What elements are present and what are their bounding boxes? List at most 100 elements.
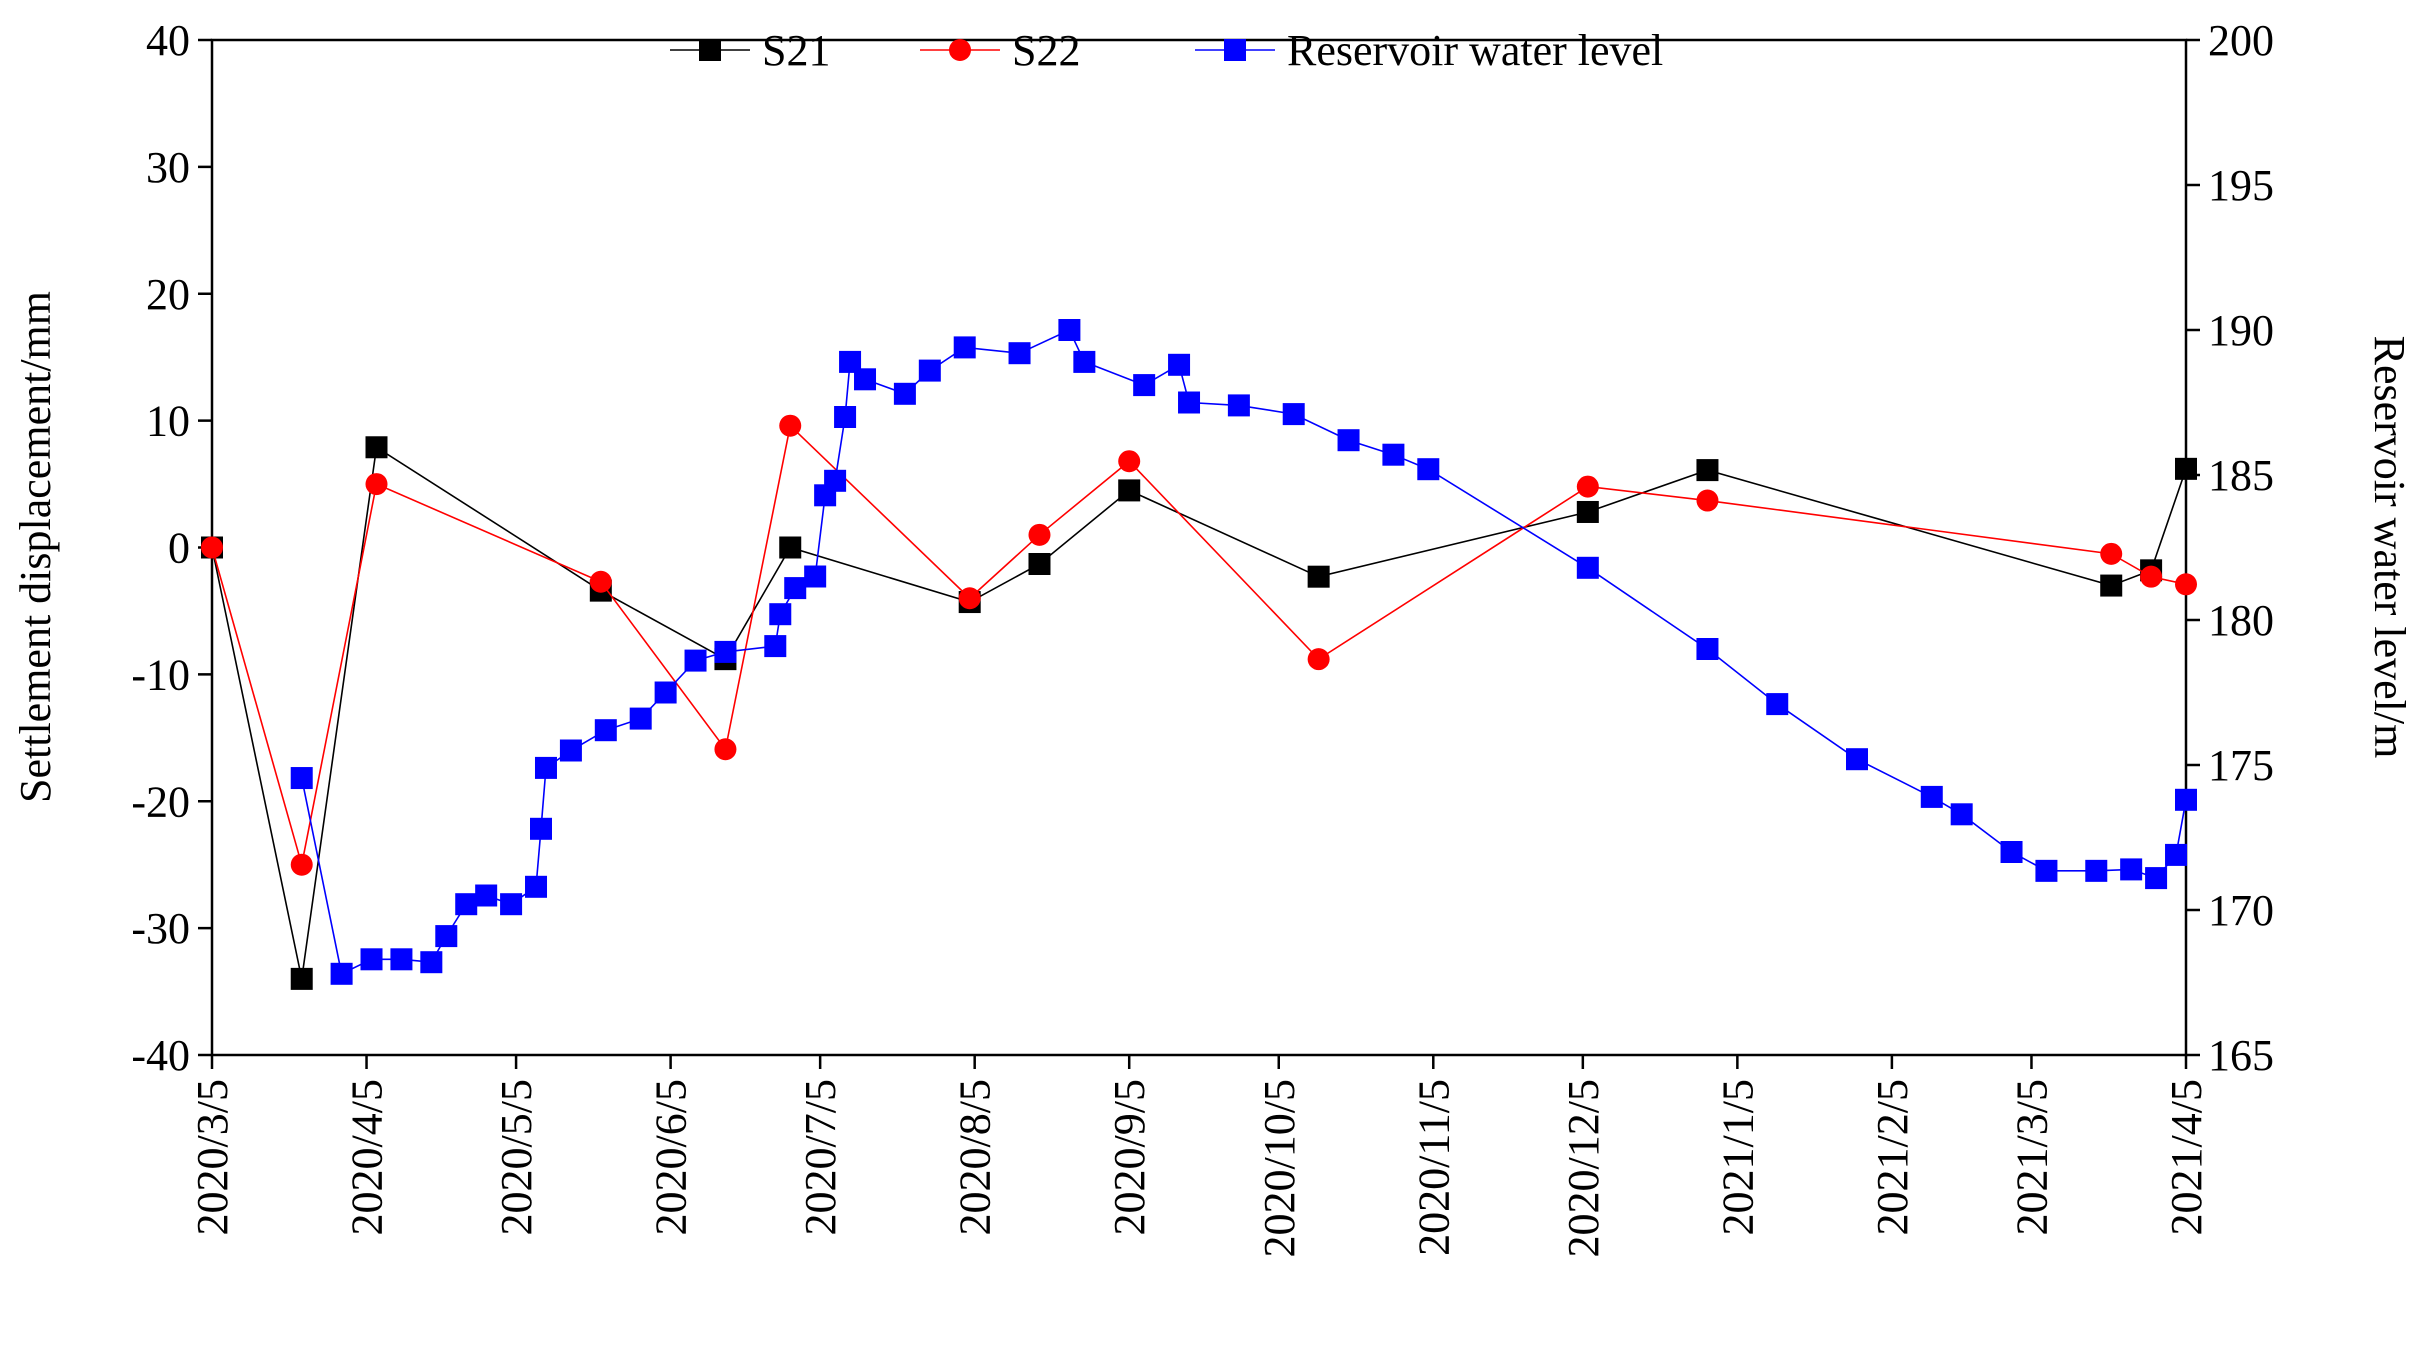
marker <box>2145 867 2168 890</box>
x-tick-label: 2020/7/5 <box>796 1079 845 1235</box>
marker <box>1576 500 1599 523</box>
x-tick-label: 2020/4/5 <box>343 1079 392 1235</box>
marker <box>365 473 388 496</box>
marker <box>1417 458 1440 481</box>
marker <box>784 577 807 600</box>
series-line <box>211 424 2187 865</box>
marker <box>629 707 652 730</box>
marker <box>1696 459 1719 482</box>
marker <box>2175 788 2197 811</box>
y-tick-label: -30 <box>131 904 190 953</box>
marker <box>769 603 792 626</box>
y-tick-label: -10 <box>131 650 190 699</box>
marker <box>1133 374 1156 397</box>
marker <box>779 536 802 559</box>
marker <box>1846 748 1868 771</box>
marker <box>1073 350 1096 373</box>
x-tick-label: 2021/3/5 <box>2007 1079 2056 1235</box>
marker <box>1696 638 1719 660</box>
marker <box>530 817 552 840</box>
marker <box>2175 457 2197 480</box>
marker <box>360 948 383 971</box>
marker <box>1920 785 1943 808</box>
marker <box>1576 475 1599 498</box>
marker <box>893 382 916 405</box>
marker <box>1168 353 1191 376</box>
y-tick-label: 0 <box>168 524 190 573</box>
marker <box>201 536 223 559</box>
marker <box>365 436 388 459</box>
series <box>201 414 2197 876</box>
marker <box>2140 565 2163 588</box>
y-tick-label: 10 <box>146 397 190 446</box>
marker <box>589 570 612 593</box>
marker <box>779 414 802 437</box>
marker <box>1307 648 1330 671</box>
marker <box>534 756 557 779</box>
y-tick-label: -40 <box>131 1031 190 1080</box>
marker <box>1028 523 1051 546</box>
legend-label: S22 <box>1012 26 1080 75</box>
series-line <box>300 328 2187 975</box>
y2-tick-label: 175 <box>2208 741 2274 790</box>
marker <box>2035 859 2058 882</box>
marker <box>290 967 313 990</box>
marker <box>2175 573 2197 596</box>
marker <box>1307 565 1330 588</box>
y-axis-label: Settlement displacement/mm <box>11 291 60 803</box>
marker <box>824 469 847 492</box>
legend-label: Reservoir water level <box>1287 26 1663 75</box>
marker <box>330 962 353 985</box>
marker <box>958 587 981 610</box>
x-tick-label: 2020/3/5 <box>188 1079 237 1235</box>
marker <box>839 350 862 373</box>
marker <box>1178 391 1201 414</box>
y2-tick-label: 180 <box>2208 596 2274 645</box>
y2-tick-label: 200 <box>2208 16 2274 65</box>
legend-marker <box>1224 39 1246 61</box>
marker <box>854 368 877 391</box>
marker <box>804 565 827 588</box>
marker <box>2100 542 2123 565</box>
x-tick-label: 2021/4/5 <box>2162 1079 2211 1235</box>
marker <box>500 893 523 916</box>
legend-marker <box>949 39 971 61</box>
marker <box>2100 574 2123 597</box>
marker <box>714 640 737 663</box>
marker <box>1028 552 1051 575</box>
y2-tick-label: 195 <box>2208 161 2274 210</box>
marker <box>2165 843 2188 866</box>
marker <box>455 893 478 916</box>
marker <box>475 884 498 907</box>
series <box>290 319 2197 985</box>
x-tick-label: 2020/6/5 <box>647 1079 696 1235</box>
y2-tick-label: 190 <box>2208 306 2274 355</box>
marker <box>290 853 313 876</box>
legend-marker <box>699 39 721 61</box>
marker <box>1008 342 1031 365</box>
y2-tick-label: 185 <box>2208 451 2274 500</box>
y-tick-label: 30 <box>146 143 190 192</box>
x-tick-label: 2020/12/5 <box>1559 1079 1608 1257</box>
x-tick-label: 2020/5/5 <box>492 1079 541 1235</box>
marker <box>1382 443 1405 466</box>
y-tick-label: 40 <box>146 16 190 65</box>
marker <box>1950 803 1973 826</box>
y2-tick-label: 165 <box>2208 1031 2274 1080</box>
marker <box>420 951 443 974</box>
x-tick-label: 2020/9/5 <box>1105 1079 1154 1235</box>
marker <box>2000 841 2023 863</box>
x-tick-label: 2020/10/5 <box>1255 1079 1304 1257</box>
legend-label: S21 <box>762 26 830 75</box>
x-tick-label: 2021/1/5 <box>1713 1079 1762 1235</box>
marker <box>594 719 617 742</box>
marker <box>714 738 737 761</box>
marker <box>559 739 582 762</box>
marker <box>390 948 413 971</box>
marker <box>435 925 458 948</box>
marker <box>918 359 941 382</box>
marker <box>654 681 677 704</box>
marker <box>1118 450 1141 473</box>
marker <box>834 406 857 428</box>
marker <box>1337 429 1360 452</box>
